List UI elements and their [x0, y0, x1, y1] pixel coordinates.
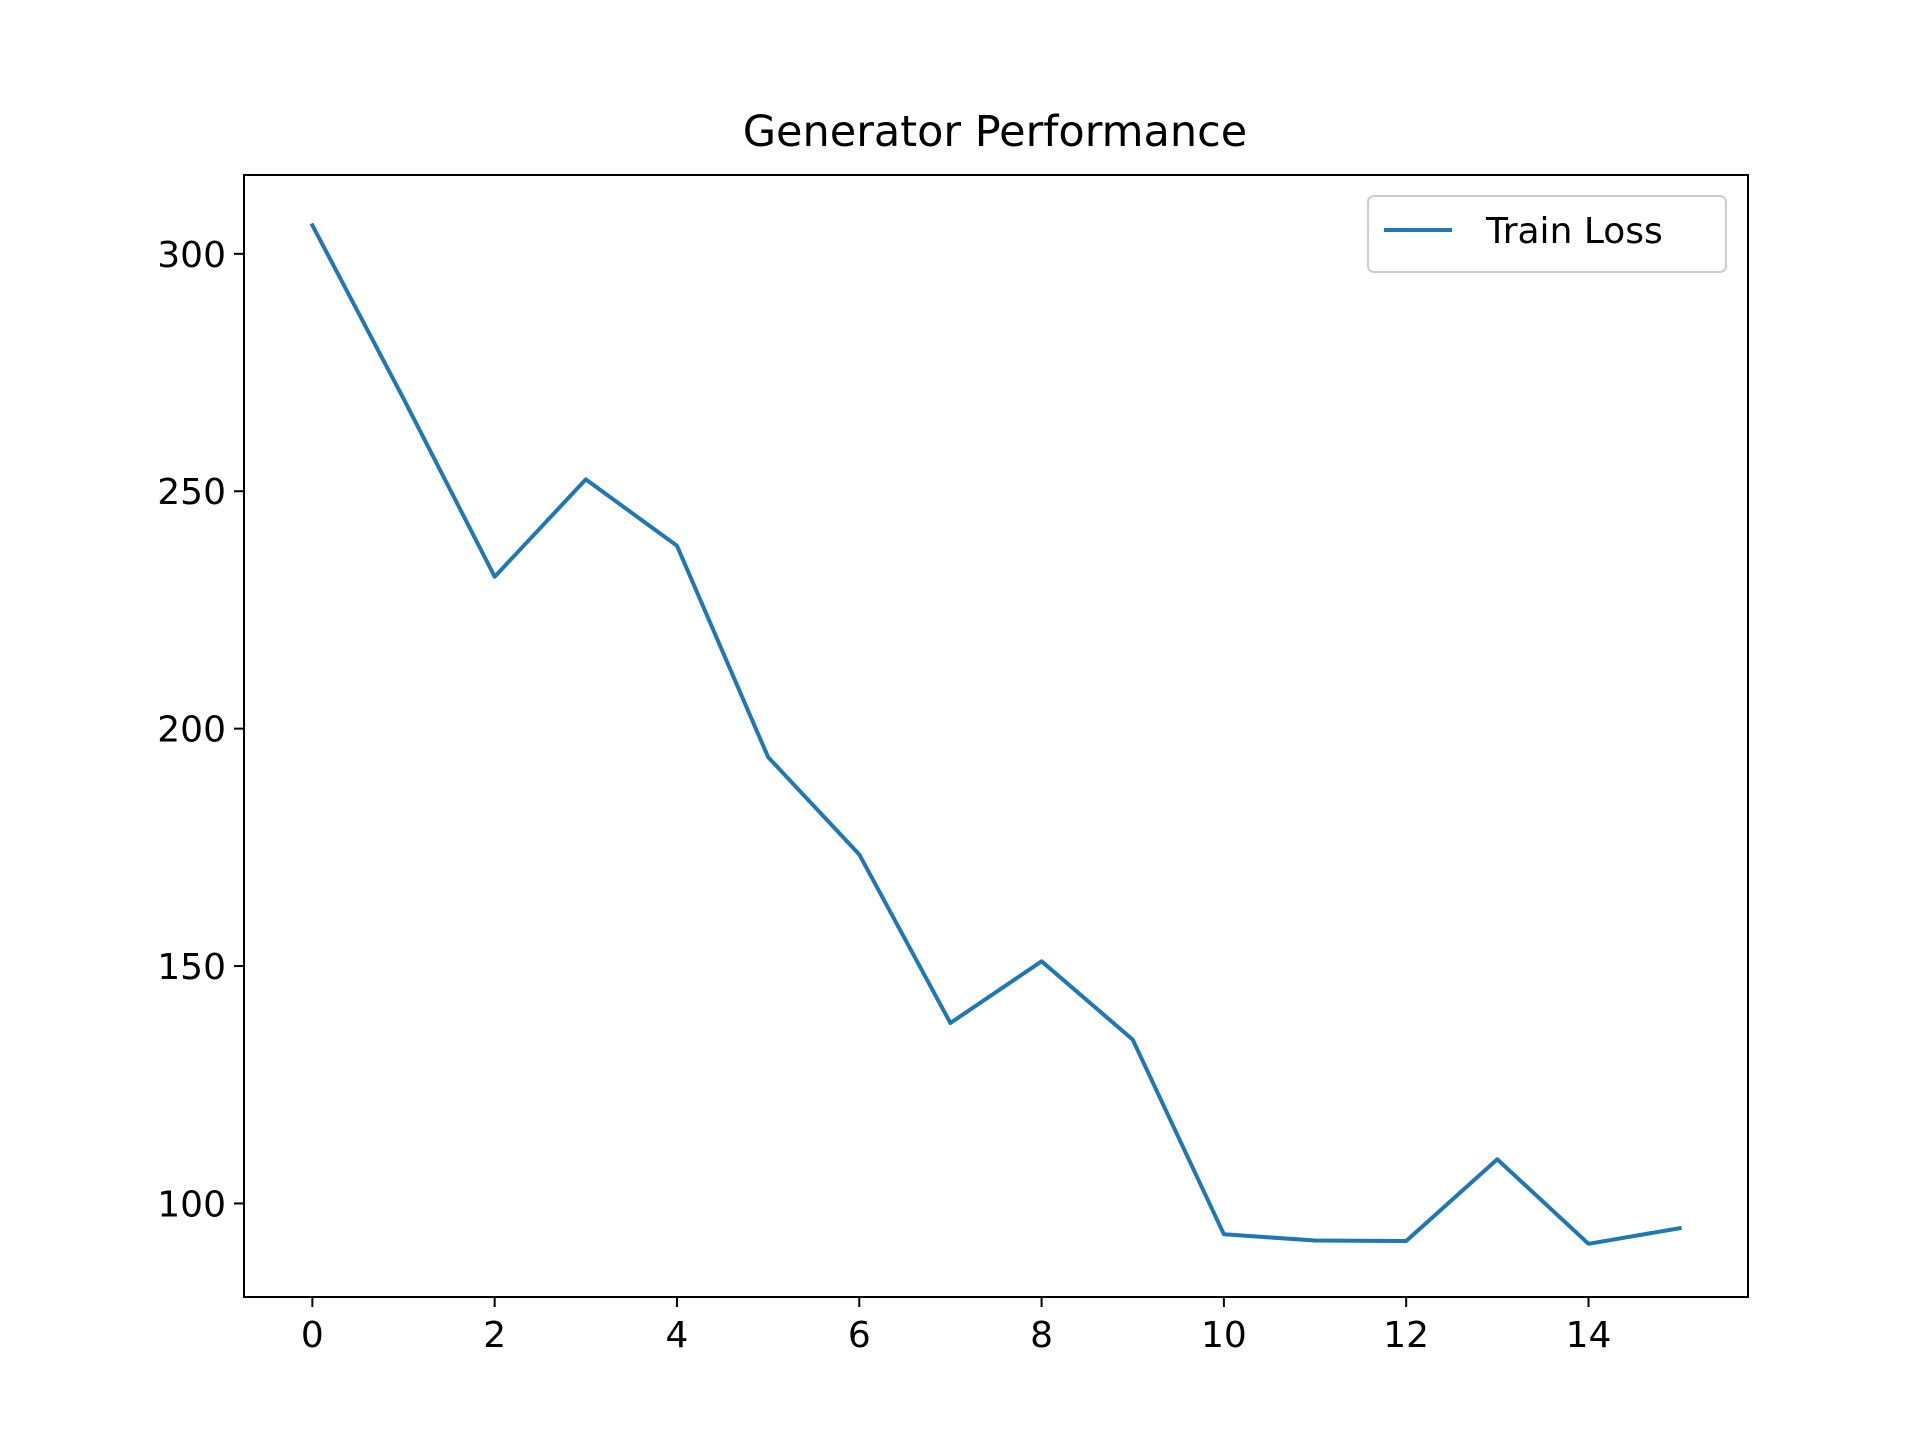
- y-tick-label: 200: [157, 710, 226, 751]
- x-tick-label: 0: [301, 1315, 324, 1356]
- y-tick-label: 300: [157, 235, 226, 276]
- y-tick-label: 250: [157, 472, 226, 513]
- x-tick-label: 6: [848, 1315, 871, 1356]
- x-tick-label: 2: [483, 1315, 506, 1356]
- x-tick-label: 10: [1201, 1315, 1247, 1356]
- y-tick-label: 100: [157, 1184, 226, 1225]
- x-tick-label: 12: [1383, 1315, 1429, 1356]
- chart-title: Generator Performance: [743, 107, 1248, 157]
- axes-frame: [243, 174, 1749, 1298]
- legend-label-0: Train Loss: [1485, 211, 1663, 252]
- plot-area: [309, 222, 1682, 1246]
- x-tick-label: 14: [1566, 1315, 1612, 1356]
- series-line-0: [309, 222, 1682, 1246]
- legend-box: [1367, 195, 1727, 273]
- legend: Train Loss: [1367, 195, 1727, 273]
- x-tick-label: 4: [666, 1315, 689, 1356]
- axes: 0 2 4 6 8 10 12 14 100 150 200 250 300: [157, 174, 1749, 1356]
- x-tick-label: 8: [1030, 1315, 1053, 1356]
- y-tick-label: 150: [157, 947, 226, 988]
